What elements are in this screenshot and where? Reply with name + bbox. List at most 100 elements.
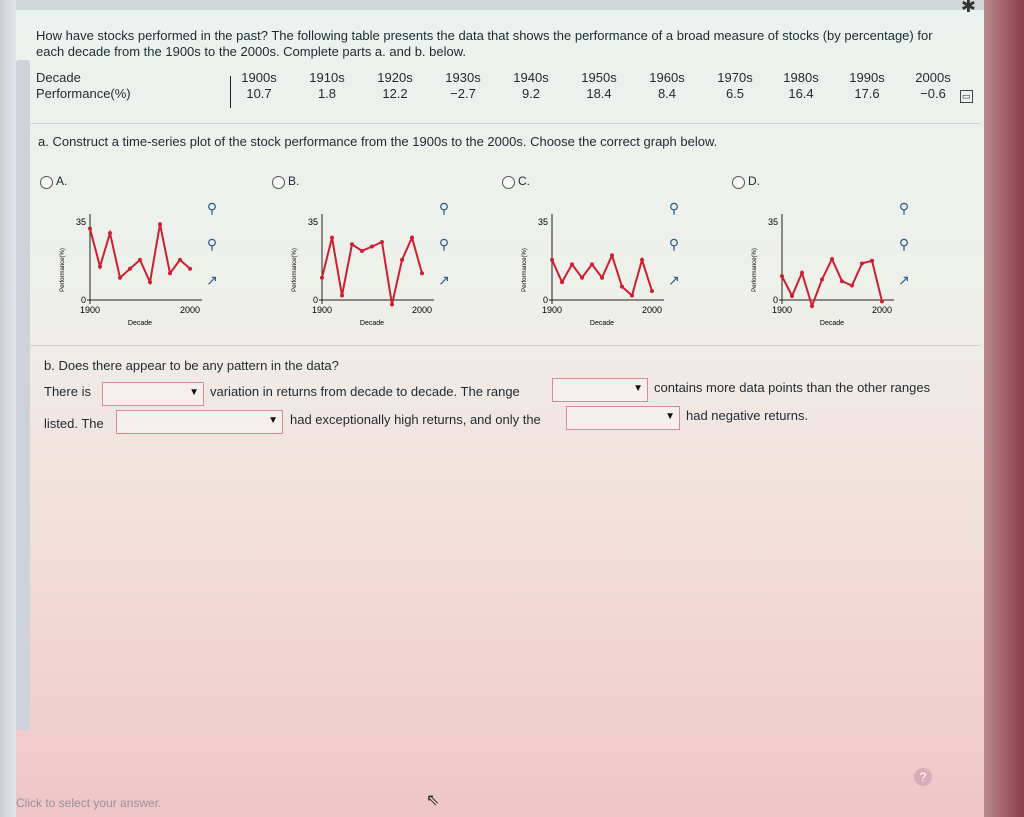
question-panel: How have stocks performed in the past? T…: [30, 10, 980, 810]
y-tick-label: 0: [773, 295, 778, 305]
y-tick-label: 35: [768, 217, 778, 227]
right-frame: [984, 0, 1024, 817]
table-decade-cell: 1950s: [581, 70, 617, 85]
open-external-icon[interactable]: ↗: [438, 272, 450, 288]
high-returns-dropdown[interactable]: ▼: [116, 410, 283, 434]
option-label: B.: [288, 174, 300, 188]
data-point: [390, 302, 394, 307]
data-point: [610, 253, 614, 258]
sentence-text: listed. The: [44, 416, 104, 431]
x-axis-label: Decade: [360, 320, 384, 327]
y-axis-label: Performance(%): [752, 248, 758, 292]
y-axis-label: Performance(%): [60, 248, 66, 292]
dropdown-arrow-icon: ▼: [665, 411, 675, 422]
y-tick-label: 0: [81, 295, 86, 305]
open-external-icon[interactable]: ↗: [206, 272, 218, 288]
part-b-prompt: b. Does there appear to be any pattern i…: [44, 358, 339, 373]
mouse-cursor-icon: ⇖: [426, 792, 440, 809]
table-decade-cell: 1910s: [309, 70, 345, 85]
answer-option[interactable]: D. ⚲ ⚲ ↗ 35 0 1900 2000 Decade Performance(%): [722, 170, 947, 340]
y-axis-label: Performance(%): [292, 248, 298, 292]
x-axis-label: Decade: [820, 320, 844, 327]
sentence-text: variation in returns from decade to deca…: [210, 384, 520, 399]
x-tick-label: 2000: [872, 305, 892, 315]
x-tick-label: 1900: [80, 305, 100, 315]
table-value-cell: 16.4: [788, 86, 814, 101]
range-dropdown[interactable]: ▼: [552, 378, 648, 402]
data-point: [820, 277, 824, 282]
data-point: [108, 231, 112, 236]
table-row-header: Performance(%): [36, 86, 131, 101]
data-point: [380, 240, 384, 245]
open-external-icon[interactable]: ↗: [898, 272, 910, 288]
data-point: [400, 257, 404, 262]
chart-tools: ⚲ ⚲ ↗: [202, 200, 228, 308]
option-label: A.: [56, 174, 68, 188]
series-line: [781, 256, 883, 310]
x-axis-label: Decade: [590, 320, 614, 327]
answer-option[interactable]: C. ⚲ ⚲ ↗ 35 0 1900 2000 Decade Performance(%): [492, 170, 717, 340]
data-point: [188, 266, 192, 271]
variation-dropdown[interactable]: ▼: [102, 382, 204, 406]
data-point: [340, 293, 344, 298]
footer-hint: Click to select your answer.: [16, 796, 162, 810]
negative-returns-dropdown[interactable]: ▼: [566, 406, 680, 430]
answer-option[interactable]: A. ⚲ ⚲ ↗ 35 0 1900 2000 Decade Performance(%): [30, 170, 255, 340]
table-decade-cell: 1990s: [849, 70, 885, 85]
option-label: D.: [748, 174, 760, 188]
zoom-out-icon[interactable]: ⚲: [898, 236, 910, 252]
zoom-in-icon[interactable]: ⚲: [668, 200, 680, 216]
table-value-cell: 10.7: [246, 86, 272, 101]
answer-option[interactable]: B. ⚲ ⚲ ↗ 35 0 1900 2000 Decade Performance(%): [262, 170, 487, 340]
radio-button[interactable]: [272, 176, 285, 189]
zoom-in-icon[interactable]: ⚲: [206, 200, 218, 216]
table-value-cell: 1.8: [317, 86, 337, 101]
data-point: [620, 284, 624, 289]
table-decade-cell: 2000s: [915, 70, 951, 85]
time-series-chart: 35 0 1900 2000 Decade Performance(%): [512, 200, 672, 330]
help-button[interactable]: ?: [914, 768, 932, 786]
zoom-out-icon[interactable]: ⚲: [668, 236, 680, 252]
radio-button[interactable]: [502, 176, 515, 189]
option-label: C.: [518, 174, 530, 188]
zoom-out-icon[interactable]: ⚲: [438, 236, 450, 252]
time-series-chart: 35 0 1900 2000 Decade Performance(%): [282, 200, 442, 330]
scrollbar[interactable]: [16, 60, 30, 730]
data-point: [880, 299, 884, 304]
data-point: [330, 235, 334, 240]
data-point: [178, 257, 182, 262]
y-tick-label: 0: [313, 295, 318, 305]
x-tick-label: 1900: [772, 305, 792, 315]
table-decade-cell: 1900s: [241, 70, 277, 85]
data-point: [138, 257, 142, 262]
open-external-icon[interactable]: ↗: [668, 272, 680, 288]
chart-tools: ⚲ ⚲ ↗: [434, 200, 460, 308]
data-point: [590, 262, 594, 267]
data-point: [580, 275, 584, 280]
zoom-in-icon[interactable]: ⚲: [438, 200, 450, 216]
radio-button[interactable]: [732, 176, 745, 189]
data-point: [118, 275, 122, 280]
series-line: [551, 252, 653, 298]
zoom-in-icon[interactable]: ⚲: [898, 200, 910, 216]
data-point: [560, 280, 564, 285]
left-frame: [0, 0, 16, 817]
gear-icon[interactable]: ✱: [960, 0, 976, 16]
part-a-prompt: a. Construct a time-series plot of the s…: [38, 134, 718, 149]
copy-table-icon[interactable]: ▭: [960, 90, 973, 103]
zoom-out-icon[interactable]: ⚲: [206, 236, 218, 252]
y-tick-label: 35: [538, 217, 548, 227]
top-bar: [0, 0, 1024, 10]
table-col-header: Decade: [36, 70, 81, 85]
radio-button[interactable]: [40, 176, 53, 189]
data-point: [650, 289, 654, 294]
x-tick-label: 1900: [542, 305, 562, 315]
dropdown-arrow-icon: ▼: [268, 415, 278, 426]
table-decade-cell: 1960s: [649, 70, 685, 85]
data-point: [790, 293, 794, 298]
data-point: [350, 242, 354, 247]
data-point: [640, 257, 644, 262]
table-value-cell: 9.2: [521, 86, 541, 101]
data-point: [320, 275, 324, 280]
